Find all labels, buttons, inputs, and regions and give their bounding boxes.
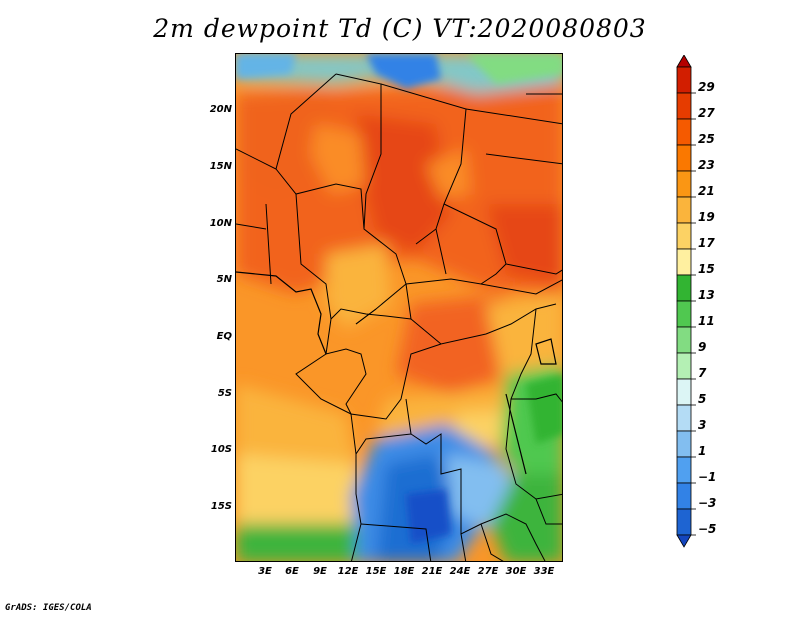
colorbar-label: 13 xyxy=(698,288,715,302)
colorbar-label: 15 xyxy=(698,262,715,276)
colorbar-label: 27 xyxy=(698,106,715,120)
colorbar-segment xyxy=(676,456,692,484)
colorbar-segment xyxy=(676,92,692,120)
lat-label-5s: 5S xyxy=(217,388,232,399)
colorbar-segment xyxy=(676,66,692,94)
colorbar-label: 29 xyxy=(698,80,715,94)
lat-label-eq: EQ xyxy=(216,331,232,342)
grads-credit: GrADS: IGES/COLA xyxy=(5,603,92,613)
dewpoint-field xyxy=(236,54,562,561)
colorbar-segment xyxy=(676,248,692,276)
colorbar-top-arrow xyxy=(676,55,692,68)
colorbar-label: 25 xyxy=(698,132,715,146)
colorbar-segment xyxy=(676,144,692,172)
colorbar-label: 17 xyxy=(698,236,715,250)
colorbar-segment xyxy=(676,404,692,432)
lon-label-21e: 21E xyxy=(421,566,443,577)
lon-label-24e: 24E xyxy=(449,566,471,577)
dewpoint-map xyxy=(235,53,563,562)
lon-label-30e: 30E xyxy=(505,566,527,577)
lat-label-15s: 15S xyxy=(210,501,232,512)
colorbar xyxy=(676,55,696,548)
colorbar-label: 5 xyxy=(698,392,707,406)
colorbar-bottom-arrow xyxy=(676,534,692,548)
map-title: 2m dewpoint Td (C) VT:2020080803 xyxy=(153,14,647,43)
colorbar-segment xyxy=(676,170,692,198)
colorbar-segment xyxy=(676,118,692,146)
lon-label-33e: 33E xyxy=(533,566,555,577)
colorbar-label: −5 xyxy=(698,522,717,536)
lat-label-5n: 5N xyxy=(216,274,232,285)
lon-label-27e: 27E xyxy=(477,566,499,577)
lat-label-10s: 10S xyxy=(210,444,232,455)
colorbar-label: −1 xyxy=(698,470,717,484)
colorbar-label: 1 xyxy=(698,444,707,458)
colorbar-label: 3 xyxy=(698,418,707,432)
colorbar-segment xyxy=(676,300,692,328)
lat-label-20n: 20N xyxy=(209,104,232,115)
lon-label-15e: 15E xyxy=(365,566,387,577)
colorbar-segment xyxy=(676,222,692,250)
lat-label-10n: 10N xyxy=(209,218,232,229)
colorbar-segment xyxy=(676,274,692,302)
colorbar-segment xyxy=(676,378,692,406)
colorbar-label: −3 xyxy=(698,496,717,510)
colorbar-segment xyxy=(676,430,692,458)
colorbar-segment xyxy=(676,352,692,380)
colorbar-label: 9 xyxy=(698,340,707,354)
lon-label-18e: 18E xyxy=(393,566,415,577)
colorbar-label: 19 xyxy=(698,210,715,224)
colorbar-segment xyxy=(676,196,692,224)
colorbar-segment xyxy=(676,508,692,536)
colorbar-label: 11 xyxy=(698,314,715,328)
lon-label-9e: 9E xyxy=(313,566,327,577)
lon-label-12e: 12E xyxy=(337,566,359,577)
colorbar-segment xyxy=(676,482,692,510)
lon-label-3e: 3E xyxy=(258,566,272,577)
lat-label-15n: 15N xyxy=(209,161,232,172)
colorbar-segment xyxy=(676,326,692,354)
colorbar-label: 23 xyxy=(698,158,715,172)
colorbar-label: 7 xyxy=(698,366,707,380)
colorbar-label: 21 xyxy=(698,184,715,198)
lon-label-6e: 6E xyxy=(285,566,299,577)
